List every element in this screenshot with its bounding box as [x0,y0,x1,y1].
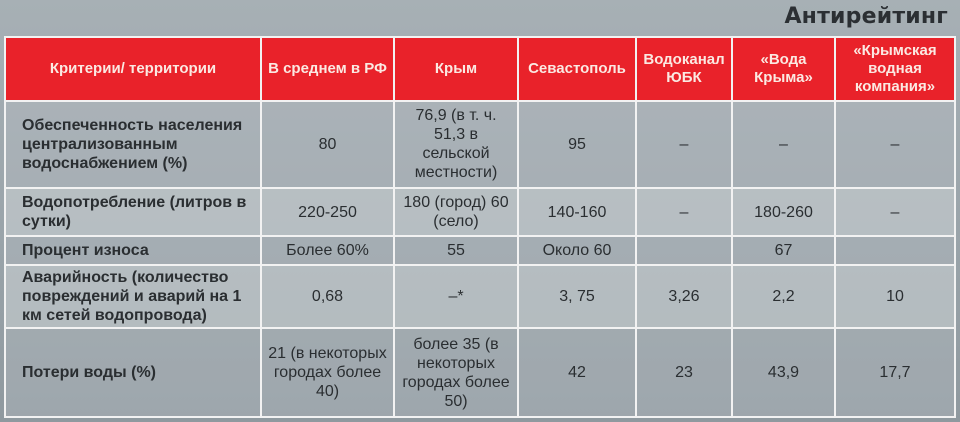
table-cell: Около 60 [517,235,637,266]
row-label-wear: Процент износа [4,235,262,266]
table-cell: 42 [517,327,637,418]
table-cell: 55 [393,235,519,266]
table-cell: 3,26 [635,263,733,330]
table-row: Аварийность (количество повреждений и ав… [4,263,956,330]
table-row: Потери воды (%) 21 (в некоторых городах … [4,327,956,418]
water-supply-table: Критерии/ территории В среднем в РФ Крым… [4,36,956,418]
table-cell: 2,2 [731,263,836,330]
table-cell: 17,7 [834,327,956,418]
table-row: Процент износа Более 60% 55 Около 60 67 [4,235,956,266]
header-criteria: Критерии/ территории [4,36,262,102]
table-cell: 21 (в некоторых городах более 40) [260,327,395,418]
table-cell: 67 [731,235,836,266]
table-cell [834,235,956,266]
page-title: Антирейтинг [784,4,948,29]
table-cell: более 35 (в некоторых городах более 50) [393,327,519,418]
header-row: Критерии/ территории В среднем в РФ Крым… [4,36,956,102]
table-cell: 80 [260,100,395,189]
header-vodokanal-ubk: Водоканал ЮБК [635,36,733,102]
table-row: Обеспеченность населения централизованны… [4,100,956,189]
table-cell: 140-160 [517,186,637,238]
table-cell: 0,68 [260,263,395,330]
table-cell: – [731,100,836,189]
table-cell: 23 [635,327,733,418]
header-voda-kryma: «Вода Крыма» [731,36,836,102]
table-row: Водопотребление (литров в сутки) 220-250… [4,186,956,238]
table-cell: 76,9 (в т. ч. 51,3 в сельской местности) [393,100,519,189]
row-label-water-loss: Потери воды (%) [4,327,262,418]
table-cell: 180 (город) 60 (село) [393,186,519,238]
row-label-accidents: Аварийность (количество повреждений и ав… [4,263,262,330]
table-cell: 220-250 [260,186,395,238]
table-cell: –* [393,263,519,330]
header-rf-average: В среднем в РФ [260,36,395,102]
table-cell: 43,9 [731,327,836,418]
table-cell [635,235,733,266]
table-cell: – [635,100,733,189]
table-cell: 10 [834,263,956,330]
table-cell: 95 [517,100,637,189]
table-cell: – [834,100,956,189]
table-cell: 3, 75 [517,263,637,330]
row-label-consumption: Водопотребление (литров в сутки) [4,186,262,238]
table-cell: – [834,186,956,238]
row-label-coverage: Обеспеченность населения централизованны… [4,100,262,189]
table-cell: 180-260 [731,186,836,238]
table-cell: Более 60% [260,235,395,266]
table-cell: – [635,186,733,238]
header-crimea: Крым [393,36,519,102]
header-crimean-water-company: «Крымская водная компания» [834,36,956,102]
header-sevastopol: Севастополь [517,36,637,102]
